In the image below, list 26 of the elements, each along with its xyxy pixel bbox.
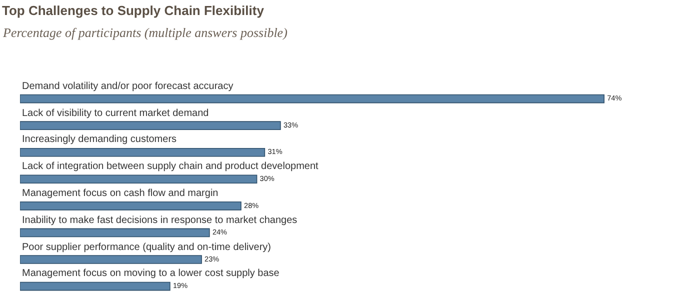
- bar: [20, 94, 604, 104]
- y-tick-label: Management focus on moving to a lower cost supply base: [22, 268, 280, 279]
- chart-subtitle: Percentage of participants (multiple answers possible): [2, 25, 288, 40]
- y-tick-label: Inability to make fast decisions in response to market changes: [22, 215, 298, 226]
- data-label: 28%: [244, 200, 260, 210]
- data-label: 23%: [204, 254, 220, 264]
- chart-title: Top Challenges to Supply Chain Flexibility: [2, 3, 265, 18]
- bar: [20, 202, 242, 210]
- y-tick-label: Demand volatility and/or poor forecast accuracy: [22, 81, 234, 92]
- y-tick-label: Lack of visibility to current market demand: [22, 108, 209, 119]
- bar: [20, 121, 281, 130]
- data-label: 19%: [172, 281, 188, 290]
- bar: [20, 255, 202, 264]
- data-label: 33%: [283, 120, 299, 130]
- bar: [20, 148, 266, 157]
- data-label: 74%: [607, 94, 622, 103]
- data-label: 31%: [268, 147, 283, 156]
- y-tick-label: Increasingly demanding customers: [22, 134, 177, 145]
- y-tick-label: Poor supplier performance (quality and on-time delivery): [22, 242, 272, 253]
- y-tick-label: Lack of integration between supply chain and product development: [22, 161, 319, 172]
- bar: [20, 282, 170, 291]
- y-tick-label: Management focus on cash flow and margin: [22, 188, 218, 199]
- bar: [20, 174, 258, 184]
- data-label: 24%: [212, 228, 228, 237]
- data-label: 30%: [260, 174, 275, 183]
- bar: [20, 228, 210, 238]
